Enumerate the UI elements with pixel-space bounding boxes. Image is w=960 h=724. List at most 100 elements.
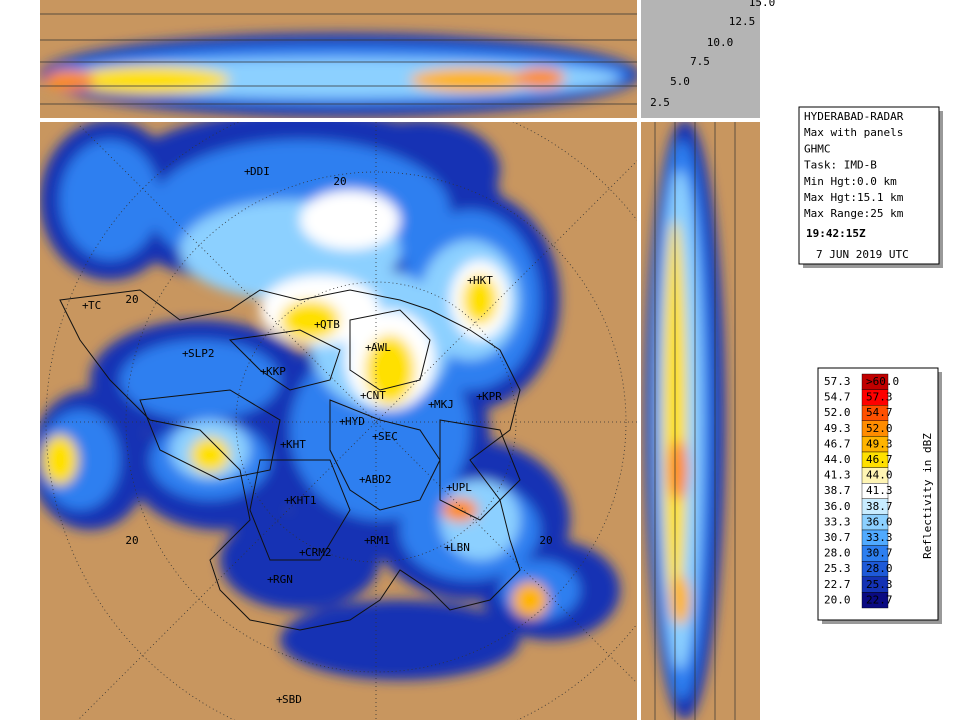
height-label: 12.5 [729, 15, 756, 28]
place-marker: + [276, 693, 283, 706]
legend-low: 22.7 [824, 578, 851, 591]
place-marker: + [82, 299, 89, 312]
range-rings [40, 122, 637, 720]
legend-high: 57.3 [866, 391, 893, 404]
place-marker: + [244, 165, 251, 178]
info-line: Max Range:25 km [804, 207, 904, 220]
place-marker: + [260, 365, 267, 378]
legend-low: 49.3 [824, 422, 851, 435]
place-label: LBN [450, 541, 470, 554]
legend-high: 41.3 [866, 484, 893, 497]
place-marker: + [182, 347, 189, 360]
legend-high: 38.7 [866, 500, 893, 513]
range-label: 20 [539, 534, 552, 547]
echo [670, 575, 690, 625]
legend-swatch [861, 592, 889, 609]
legend-high: 52.0 [866, 422, 893, 435]
place-marker: + [428, 398, 435, 411]
time: 19:42:15Z [806, 227, 866, 240]
legend-low: 25.3 [824, 562, 851, 575]
info-line: GHMC [804, 142, 831, 155]
place-label: RM1 [370, 534, 390, 547]
place-label: CRM2 [305, 546, 332, 559]
info-line: Max Hgt:15.1 km [804, 191, 904, 204]
echo [515, 68, 565, 88]
place-label: UPL [452, 481, 472, 494]
place-marker: + [359, 473, 366, 486]
place-marker: + [365, 341, 372, 354]
district-boundaries [59, 289, 521, 631]
place-marker: + [267, 573, 274, 586]
place-marker: + [314, 318, 321, 331]
panel-lines [40, 13, 736, 720]
height-label: 10.0 [707, 36, 734, 49]
legend-high: >60.0 [866, 375, 899, 388]
legend-high: 33.3 [866, 531, 893, 544]
place-label: HYD [345, 415, 365, 428]
place-label: QTB [320, 318, 340, 331]
echo [462, 275, 498, 325]
range-label: 20 [125, 534, 138, 547]
height-panel [641, 0, 760, 118]
info-line: Min Hgt:0.0 km [804, 175, 897, 188]
echo [280, 600, 520, 680]
place-label: SLP2 [188, 347, 215, 360]
echo [45, 70, 95, 90]
place-label: ABD2 [365, 473, 392, 486]
legend-high: 25.3 [866, 578, 893, 591]
echo [280, 300, 340, 340]
legend-low: 44.0 [824, 453, 851, 466]
legend-high: 36.0 [866, 515, 893, 528]
place-marker: + [446, 481, 453, 494]
info-line: HYDERABAD-RADAR [804, 110, 904, 123]
legend-low: 52.0 [824, 406, 851, 419]
legend-high: 49.3 [866, 437, 893, 450]
legend-low: 28.0 [824, 547, 851, 560]
height-label: 5.0 [670, 75, 690, 88]
place-label: CNT [366, 389, 386, 402]
legend-high: 22.7 [866, 593, 893, 606]
legend-low: 30.7 [824, 531, 851, 544]
place-marker: + [364, 534, 371, 547]
legend-low: 38.7 [824, 484, 851, 497]
echo [70, 66, 230, 94]
place-label: KHT [286, 438, 306, 451]
legend-title: Reflectivity in dBZ [921, 433, 934, 559]
place-label: TC [88, 299, 101, 312]
echo [120, 340, 280, 420]
echo [300, 190, 400, 250]
place-marker: + [444, 541, 451, 554]
legend-high: 46.7 [866, 453, 893, 466]
place-label: KKP [266, 365, 286, 378]
place-label: KPR [482, 390, 502, 403]
legend-low: 33.3 [824, 515, 851, 528]
place-marker: + [339, 415, 346, 428]
range-label: 20 [125, 293, 138, 306]
info-box [798, 106, 940, 265]
legend-high: 44.0 [866, 469, 893, 482]
place-marker: + [280, 438, 287, 451]
echo [365, 335, 415, 405]
echo [668, 440, 688, 500]
legend-low: 54.7 [824, 391, 851, 404]
place-label: KHT1 [290, 494, 317, 507]
echo [60, 140, 160, 260]
echo [190, 437, 230, 473]
date: 7 JUN 2019 UTC [816, 248, 909, 261]
echo [410, 68, 530, 92]
place-marker: + [476, 390, 483, 403]
echo [512, 582, 548, 618]
place-label: RGN [273, 573, 293, 586]
place-label: SBD [282, 693, 302, 706]
place-label: MKJ [434, 398, 454, 411]
legend-low: 57.3 [824, 375, 851, 388]
place-label: SEC [378, 430, 398, 443]
place-marker: + [284, 494, 291, 507]
place-marker: + [360, 389, 367, 402]
height-label: 7.5 [690, 55, 710, 68]
height-label: 15.0 [749, 0, 776, 9]
place-marker: + [372, 430, 379, 443]
place-label: DDI [250, 165, 270, 178]
place-marker: + [467, 274, 474, 287]
